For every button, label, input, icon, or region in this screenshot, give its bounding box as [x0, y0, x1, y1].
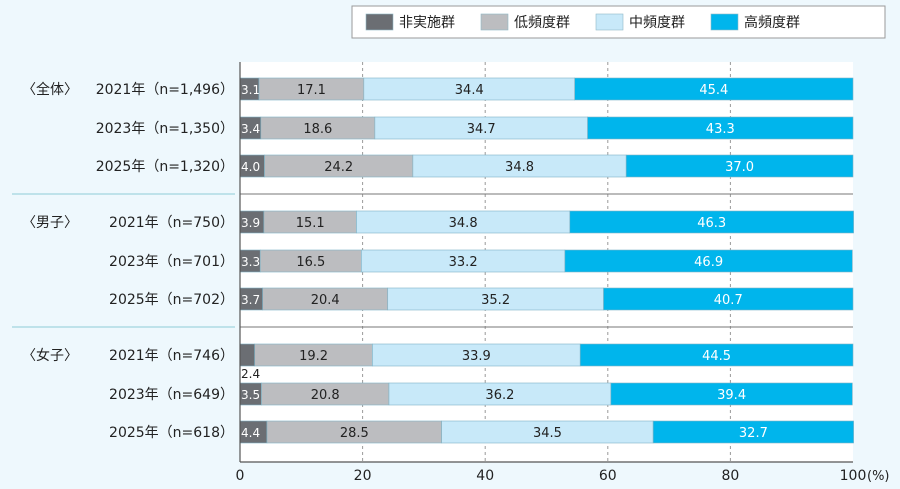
data-label: 2.4	[241, 367, 260, 381]
data-label: 3.5	[241, 388, 260, 402]
data-label: 44.5	[702, 349, 731, 364]
legend-swatch	[480, 13, 509, 31]
data-label: 16.5	[296, 255, 325, 270]
data-label: 20.4	[311, 293, 340, 308]
data-label: 46.9	[694, 255, 723, 270]
data-label: 3.1	[241, 83, 260, 97]
data-label: 24.2	[324, 160, 353, 175]
data-label: 34.8	[449, 216, 478, 231]
legend-label: 高頻度群	[744, 14, 800, 31]
data-label: 40.7	[714, 293, 743, 308]
data-label: 17.1	[297, 83, 326, 98]
bar-segment	[652, 420, 854, 444]
data-label: 43.3	[706, 122, 735, 137]
legend-swatch	[710, 13, 739, 31]
data-label: 45.4	[699, 83, 728, 98]
row-label: 2025年（n=702）	[109, 292, 234, 308]
row-label: 2021年（n=746）	[109, 348, 234, 364]
row-label: 2023年（n=701）	[109, 254, 234, 270]
data-label: 4.0	[241, 160, 260, 174]
data-label: 3.7	[241, 293, 260, 307]
row-label: 2025年（n=618）	[109, 425, 234, 441]
data-label: 4.4	[241, 426, 260, 440]
x-tick-label: 0	[236, 468, 245, 484]
bar-segment	[587, 116, 854, 140]
group-label: 〈男子〉	[22, 215, 78, 231]
row-label: 2021年（n=750）	[109, 215, 234, 231]
data-label: 19.2	[299, 349, 328, 364]
data-label: 34.7	[467, 122, 496, 137]
x-tick-label: 20	[354, 468, 372, 484]
group-label: 〈女子〉	[22, 347, 78, 364]
data-label: 37.0	[725, 160, 754, 175]
data-label: 34.4	[455, 83, 484, 98]
data-label: 46.3	[697, 216, 726, 231]
data-label: 3.4	[241, 122, 260, 136]
row-label: 2023年（n=1,350）	[96, 121, 234, 137]
bar-segment	[574, 77, 854, 101]
data-label: 36.2	[485, 388, 514, 403]
x-unit-label: (%)	[867, 469, 890, 484]
x-tick-label: 40	[476, 468, 494, 484]
bar-segment	[569, 210, 854, 234]
row-label: 2025年（n=1,320）	[96, 159, 234, 175]
legend-swatch	[595, 13, 624, 31]
data-label: 18.6	[303, 122, 332, 137]
bar-segment	[625, 154, 854, 178]
data-label: 35.2	[481, 293, 510, 308]
data-label: 3.9	[241, 216, 260, 230]
data-label: 3.3	[241, 255, 260, 269]
group-label: 〈全体〉	[22, 81, 78, 98]
legend-label: 低頻度群	[514, 15, 570, 31]
legend-label: 非実施群	[399, 15, 455, 31]
bar-segment	[239, 343, 256, 367]
data-label: 20.8	[311, 388, 340, 403]
x-tick-label: 60	[599, 468, 617, 484]
bar-segment	[610, 382, 853, 406]
bar-segment	[564, 249, 853, 273]
legend-swatch	[365, 13, 394, 31]
data-label: 34.5	[533, 426, 562, 441]
row-label: 2021年（n=1,496）	[96, 82, 234, 98]
data-label: 32.7	[739, 426, 768, 441]
row-label: 2023年（n=649）	[109, 387, 234, 403]
data-label: 28.5	[340, 426, 369, 441]
data-label: 33.2	[449, 255, 478, 270]
bar-segment	[579, 343, 854, 367]
data-label: 15.1	[296, 216, 325, 231]
bar-segment	[603, 287, 854, 311]
data-label: 39.4	[717, 388, 746, 403]
legend-label: 中頻度群	[629, 15, 685, 31]
x-tick-label: 80	[721, 468, 739, 484]
data-label: 33.9	[462, 349, 491, 364]
data-label: 34.8	[505, 160, 534, 175]
x-tick-label: 100	[840, 468, 867, 484]
